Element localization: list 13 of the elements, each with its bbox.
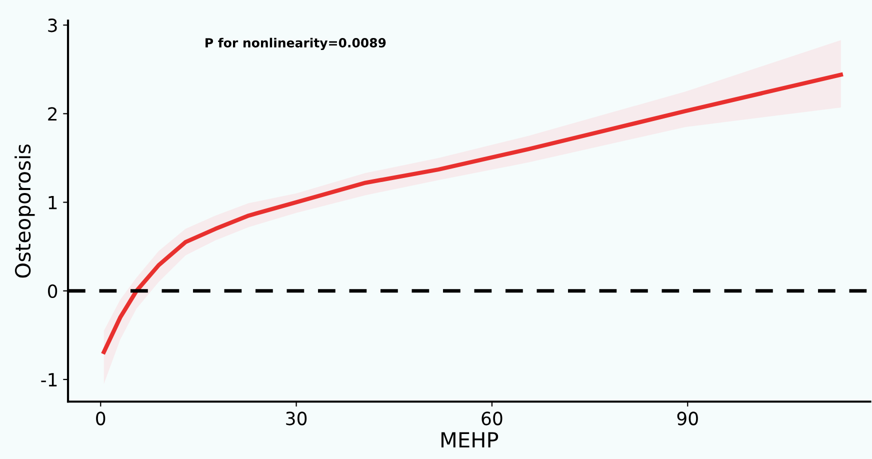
x-tick-label: 0 xyxy=(96,412,106,426)
y-tick-label: -1 xyxy=(41,373,57,386)
y-tick-label: 1 xyxy=(48,196,57,210)
x-tick-label: 90 xyxy=(677,412,698,426)
annotation: P for nonlinearity=0.0089 xyxy=(206,38,386,50)
x-tick-label: 30 xyxy=(286,412,307,426)
y-tick-label: 3 xyxy=(48,18,57,32)
y-tick-label: 2 xyxy=(48,107,56,121)
y-tick-label: 0 xyxy=(48,284,58,298)
y-axis-title: Osteoporosis xyxy=(14,144,35,278)
x-axis-title: MEHP xyxy=(441,432,498,448)
line-series xyxy=(102,72,843,354)
x-tick-label: 60 xyxy=(482,412,502,426)
